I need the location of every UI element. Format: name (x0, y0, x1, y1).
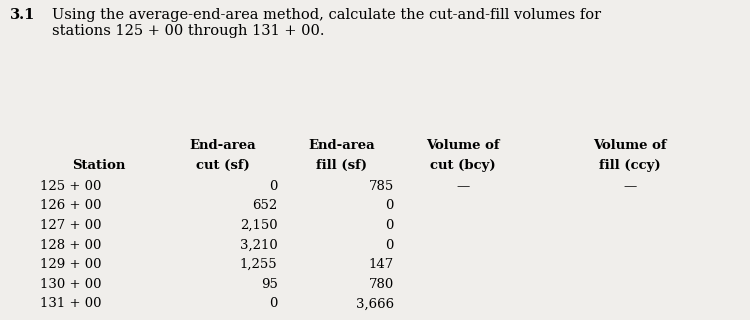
Text: Using the average-end-area method, calculate the cut-and-fill volumes for
statio: Using the average-end-area method, calcu… (52, 8, 601, 38)
Text: 0: 0 (269, 180, 278, 193)
Text: 3,666: 3,666 (356, 297, 394, 310)
Text: 131 + 00: 131 + 00 (40, 297, 101, 310)
Text: 3.1: 3.1 (10, 8, 35, 22)
Text: 125 + 00: 125 + 00 (40, 180, 101, 193)
Text: End-area: End-area (308, 139, 374, 152)
Text: fill (sf): fill (sf) (316, 159, 367, 172)
Text: Volume of: Volume of (593, 139, 667, 152)
Text: 128 + 00: 128 + 00 (40, 238, 101, 252)
Text: 126 + 00: 126 + 00 (40, 199, 101, 212)
Text: 3,210: 3,210 (240, 238, 278, 252)
Text: 127 + 00: 127 + 00 (40, 219, 101, 232)
Text: 0: 0 (386, 238, 394, 252)
Text: 1,255: 1,255 (240, 258, 278, 271)
Text: 95: 95 (261, 278, 278, 291)
Text: 129 + 00: 129 + 00 (40, 258, 101, 271)
Text: cut (sf): cut (sf) (196, 159, 250, 172)
Text: fill (ccy): fill (ccy) (599, 159, 661, 172)
Text: cut (bcy): cut (bcy) (430, 159, 496, 172)
Text: —: — (623, 180, 637, 193)
Text: —: — (457, 180, 470, 193)
Text: 0: 0 (269, 297, 278, 310)
Text: 0: 0 (386, 199, 394, 212)
Text: End-area: End-area (190, 139, 256, 152)
Text: 130 + 00: 130 + 00 (40, 278, 101, 291)
Text: 147: 147 (368, 258, 394, 271)
Text: Volume of: Volume of (426, 139, 500, 152)
Text: 0: 0 (386, 219, 394, 232)
Text: 780: 780 (368, 278, 394, 291)
Text: 785: 785 (368, 180, 394, 193)
Text: 2,150: 2,150 (240, 219, 278, 232)
Text: Station: Station (72, 159, 125, 172)
Text: 652: 652 (252, 199, 278, 212)
